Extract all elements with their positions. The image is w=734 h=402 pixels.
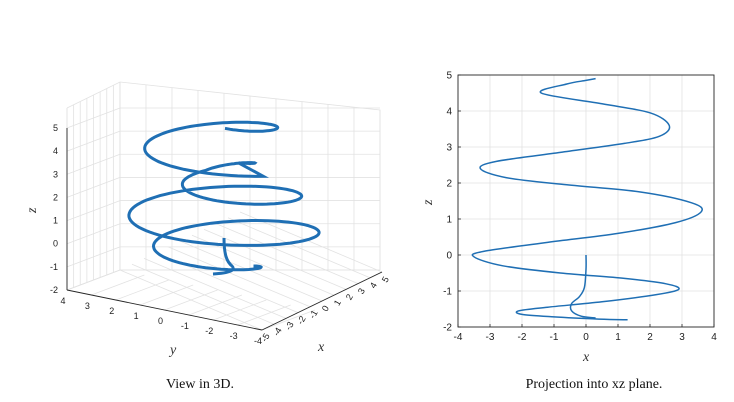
chart-xz-panel: -4 -3 -2 -1 0 1 2 3 4 5 4 3 2 1 0 -1 -2 z x Projection i… <box>421 71 717 393</box>
y-tick-label-3d: -2 <box>205 326 213 336</box>
x-tick-label-3d: 2 <box>344 292 355 301</box>
grid-line-y-floor <box>188 294 243 316</box>
y-tick-label-3d: 3 <box>85 301 90 311</box>
caption-3d: View in 3D. <box>166 377 234 392</box>
y-tick-label-3d: -3 <box>230 331 238 341</box>
z-tick-label: -1 <box>443 287 452 298</box>
x-tick-label: 1 <box>615 332 621 343</box>
grid-line-x-floor <box>167 246 311 308</box>
y-axis-line <box>66 289 263 331</box>
x-axis-label-2d: x <box>582 350 590 365</box>
z-tick-label: 2 <box>446 179 452 190</box>
y-tick-label-3d: -1 <box>181 321 189 331</box>
z-tick-label: 4 <box>446 107 452 118</box>
helix-curve-3d <box>127 120 321 276</box>
grid-line-x-floor <box>143 258 287 319</box>
x-tick-label-3d: 4 <box>368 281 379 290</box>
grid-2d <box>457 74 715 328</box>
x-tick-label-3d: 5 <box>380 275 391 284</box>
x-tick-label: 2 <box>647 332 653 343</box>
grid-line-x-floor <box>227 217 371 279</box>
z-axis-label-2d: z <box>421 199 436 206</box>
z-tick-label: 5 <box>446 71 452 82</box>
grid-line-y-floor <box>91 274 145 296</box>
z-tick-label-3d: -1 <box>50 262 58 272</box>
x-tick-label-3d: -3 <box>283 320 296 332</box>
grid-line-x-floor <box>215 223 359 284</box>
z-tick-label: -2 <box>443 323 452 334</box>
grid-line-y-floor <box>139 284 194 306</box>
series-line-inner-loop <box>569 254 596 319</box>
grid-line-x-floor <box>179 240 323 302</box>
z-tick-label-3d: 4 <box>53 146 58 156</box>
z-tick-label-3d: 0 <box>53 239 58 249</box>
x-tick-label-3d: -1 <box>307 308 320 320</box>
x-tick-label-3d: -4 <box>271 326 284 338</box>
y-tick-label-3d: 4 <box>60 296 65 306</box>
y-tick-label-3d: 1 <box>134 311 139 321</box>
y-tick-label-3d: 0 <box>158 316 163 326</box>
curves-2d <box>471 77 703 321</box>
x-tick-label: -4 <box>454 332 463 343</box>
z-tick-label-3d: 5 <box>53 123 58 133</box>
x-tick-label: 3 <box>679 332 685 343</box>
y-axis-label-3d: y <box>168 343 177 358</box>
x-tick-label-3d: 0 <box>320 304 331 313</box>
grid-line-x-floor <box>131 263 275 325</box>
x-tick-label-3d: 1 <box>332 298 343 307</box>
grid-line-x-floor <box>203 229 347 290</box>
grid-line-y-floor <box>261 309 316 331</box>
z-tick-label-3d: -2 <box>50 285 58 295</box>
x-tick-label-3d: 3 <box>356 286 367 295</box>
x-axis-label-3d: x <box>317 340 325 355</box>
grid-3d <box>66 82 383 331</box>
z-tick-label: 3 <box>446 143 452 154</box>
x-tick-label: 0 <box>583 332 589 343</box>
z-tick-label-3d: 1 <box>53 216 58 226</box>
x-tick-label: -2 <box>518 332 527 343</box>
z-tick-label: 0 <box>446 251 452 262</box>
x-tick-label-3d: -2 <box>295 314 308 326</box>
y-tick-label-3d: 2 <box>109 306 114 316</box>
grid-line-y-floor <box>237 304 291 326</box>
y-tick-label-3d: -4 <box>254 336 262 346</box>
grid-line-y-floor <box>115 279 169 301</box>
x-tick-label: -1 <box>550 332 559 343</box>
z-axis-label-3d: z <box>25 207 40 214</box>
z-tick-label-3d: 3 <box>53 169 58 179</box>
z-tick-label-3d: 2 <box>53 192 58 202</box>
x-tick-label-3d: -5 <box>259 332 272 344</box>
series-line-projection <box>471 77 703 321</box>
x-axis-line <box>261 271 383 331</box>
x-tick-label: 4 <box>711 332 717 343</box>
z-tick-label: 1 <box>446 215 452 226</box>
x-tick-label: -3 <box>486 332 495 343</box>
caption-2d: Projection into xz plane. <box>526 377 663 392</box>
grid-line-x-floor <box>119 269 263 331</box>
ticks-2d: -4 -3 -2 -1 0 1 2 3 4 5 4 3 2 1 0 -1 -2 <box>443 71 717 344</box>
